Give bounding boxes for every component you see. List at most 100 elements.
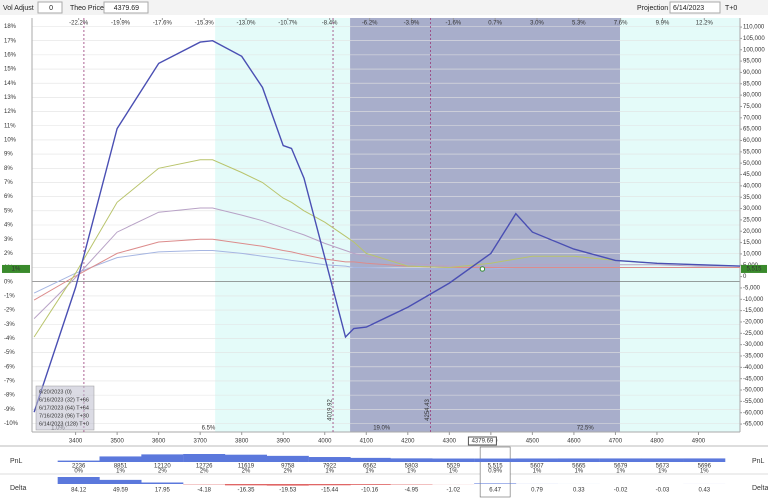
y-tick-label: 6% <box>4 194 13 200</box>
vol-adjust-value[interactable]: 0 <box>49 5 53 12</box>
vol-adjust-input[interactable] <box>37 1 63 14</box>
x-tick-label: 3700 <box>193 439 207 445</box>
y2-tick-label: 100,000 <box>743 47 765 53</box>
pnl-value: 5529 <box>447 464 461 470</box>
y-tick-label: -10% <box>4 421 19 427</box>
y2-tick-label: 110,000 <box>743 25 765 31</box>
projection-input[interactable] <box>669 1 721 14</box>
y2-tick-label: -35,000 <box>743 354 764 360</box>
x-tick-label: 3800 <box>235 439 249 445</box>
delta-bar <box>266 484 309 486</box>
pnl-bar <box>183 454 226 462</box>
pnl-value: 5696 <box>698 464 712 470</box>
y2-tick-label: -15,000 <box>743 308 764 314</box>
delta-value: 17.95 <box>155 488 171 494</box>
delta-value: -16.35 <box>237 488 255 494</box>
x2-tick-label: -10.7% <box>278 21 298 27</box>
row-label-right: PnL <box>752 458 765 465</box>
delta-value: 6.47 <box>489 488 501 494</box>
breakeven-label: 4019.92 <box>328 399 334 421</box>
pnl-bar <box>224 454 267 462</box>
delta-value: -10.16 <box>361 488 379 494</box>
x-tick-label: 4200 <box>401 439 415 445</box>
theo-price-value[interactable]: 4379.69 <box>114 5 139 12</box>
x2-tick-label: 7.6% <box>614 21 628 27</box>
pnl-bar <box>557 458 600 462</box>
x2-tick-label: -17.6% <box>153 21 173 27</box>
pnl-bar <box>57 460 100 462</box>
y2-tick-label: -65,000 <box>743 422 764 428</box>
y-tick-label: -5% <box>4 350 15 356</box>
row-label: PnL <box>10 458 23 465</box>
y2-tick-label: 95,000 <box>743 59 762 65</box>
pnl-value: 11619 <box>238 464 255 470</box>
y-tick-label: 10% <box>4 138 17 144</box>
x-tick-label: 4500 <box>526 439 540 445</box>
y-tick-label: -9% <box>4 407 15 413</box>
theo-price-input[interactable] <box>103 1 149 14</box>
pnl-value: 12726 <box>196 464 213 470</box>
y-tick-label: 9% <box>4 152 13 158</box>
y-tick-label: -8% <box>4 393 15 399</box>
y2-tick-label: -45,000 <box>743 376 764 382</box>
pnl-pct: 1% <box>407 469 416 475</box>
legend-box <box>35 385 95 431</box>
delta-value: -15.44 <box>321 488 339 494</box>
pnl-bar <box>308 457 351 462</box>
pnl-pct: 1% <box>365 469 374 475</box>
row-label-right: Delta <box>752 485 768 492</box>
delta-value: -0.03 <box>656 488 670 494</box>
y2-tick-label: -25,000 <box>743 331 764 337</box>
pnl-value: 5803 <box>405 464 419 470</box>
delta-value: -19.53 <box>279 488 297 494</box>
y-tick-label: 11% <box>4 123 16 129</box>
current-y-label: 1% <box>12 267 21 273</box>
delta-value: -0.02 <box>614 488 628 494</box>
pnl-value: 5673 <box>656 464 670 470</box>
x-tick-label: 4600 <box>567 439 581 445</box>
pnl-pct: 1% <box>325 469 334 475</box>
y2-tick-label: 40,000 <box>743 183 762 189</box>
x-tick-label: 3400 <box>69 439 83 445</box>
y-tick-label: 7% <box>4 180 13 186</box>
pnl-pct: 0.9% <box>488 469 502 475</box>
y-tick-label: 14% <box>4 81 17 87</box>
delta-value: -1.02 <box>446 488 460 494</box>
x-tick-label: 4000 <box>318 439 332 445</box>
pnl-value: 8851 <box>114 464 128 470</box>
y2-tick-label: 10,000 <box>743 252 762 258</box>
y2-tick-label: 80,000 <box>743 93 762 99</box>
pnl-pct: 1% <box>449 469 458 475</box>
y2-tick-label: 45,000 <box>743 172 762 178</box>
series-line <box>33 207 740 319</box>
delta-bar <box>99 479 142 484</box>
pnl-value: 5665 <box>572 464 586 470</box>
row-label: Delta <box>10 485 26 492</box>
breakeven-label: 4254.43 <box>425 399 431 421</box>
y-tick-label: 12% <box>4 109 17 115</box>
y-tick-label: -3% <box>4 322 15 328</box>
pnl-value: 9758 <box>281 464 295 470</box>
projection-value[interactable]: 6/14/2023 <box>673 5 704 12</box>
pnl-bar <box>266 455 309 462</box>
x-tick-label: 3600 <box>152 439 166 445</box>
time-selector[interactable]: T+0 <box>725 5 737 12</box>
x2-tick-label: -8.4% <box>322 21 338 27</box>
y-tick-label: 3% <box>4 237 13 243</box>
y-tick-label: 8% <box>4 166 13 172</box>
pnl-bar <box>515 458 558 462</box>
y-tick-label: -2% <box>4 308 15 314</box>
y2-tick-label: -50,000 <box>743 388 764 394</box>
x2-tick-label: -1.6% <box>445 21 461 27</box>
y2-tick-label: 35,000 <box>743 195 762 201</box>
x2-tick-label: 12.2% <box>696 21 714 27</box>
theo-price-label: Theo Price <box>70 5 104 12</box>
pnl-pct: 2% <box>242 469 251 475</box>
y2-tick-label: -10,000 <box>743 297 764 303</box>
projection-label: Projection <box>637 5 668 12</box>
x2-tick-label: 0.7% <box>488 21 502 27</box>
y2-tick-label: 60,000 <box>743 138 762 144</box>
delta-value: 49.59 <box>113 488 129 494</box>
x-tick-label: 4900 <box>692 439 706 445</box>
y2-tick-label: 50,000 <box>743 161 762 167</box>
